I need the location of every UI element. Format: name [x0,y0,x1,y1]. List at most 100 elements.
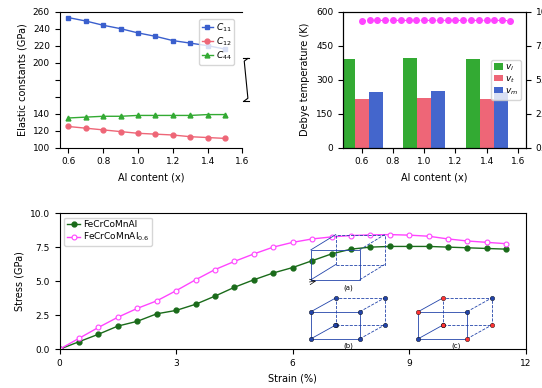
Point [467,17,475,24]
$C_{44}$ [187,113,193,118]
$C_{12}$ [100,128,106,132]
FeCrCoMnAl$_{0.6}$ [95,325,102,330]
Bar [494,92,508,148]
$C_{44}$ [65,116,72,120]
Line: FeCrCoMnAl: FeCrCoMnAl [57,244,509,352]
Line: $C_{44}$: $C_{44}$ [66,112,228,120]
Point [475,17,483,23]
FeCrCoMnAl$_{0.6}$ [134,306,140,311]
FeCrCoMnAl [250,277,257,282]
Bar [369,92,383,148]
Bar [354,99,369,148]
Bar [466,59,480,148]
FeCrCoMnAl$_{0.6}$ [250,251,257,256]
Line: $C_{12}$: $C_{12}$ [66,124,228,141]
$C_{11}$ [222,47,228,51]
FeCrCoMnAl [270,271,276,275]
FeCrCoMnAl$_{0.6}$ [425,234,432,239]
FeCrCoMnAl [95,332,102,336]
FeCrCoMnAl$_{0.6}$ [270,245,276,249]
FeCrCoMnAl [56,347,63,352]
FeCrCoMnAl [134,319,140,324]
$C_{44}$ [100,114,106,119]
$C_{11}$ [152,34,159,39]
FeCrCoMnAl [483,246,490,251]
FeCrCoMnAl$_{0.6}$ [328,235,335,239]
Point [451,17,460,24]
$C_{11}$ [187,41,193,45]
FeCrCoMnAl$_{0.6}$ [231,259,238,264]
$C_{11}$ [170,38,176,43]
Point [396,17,405,23]
Point [482,17,491,24]
X-axis label: Al content (x): Al content (x) [401,172,468,182]
FeCrCoMnAl$_{0.6}$ [406,233,412,237]
FeCrCoMnAl [445,245,451,249]
FeCrCoMnAl [406,244,412,249]
FeCrCoMnAl$_{0.6}$ [503,241,509,246]
$C_{44}$ [135,113,141,118]
Point [443,17,452,23]
FeCrCoMnAl$_{0.6}$ [56,347,63,352]
Point [389,17,397,24]
FeCrCoMnAl [386,244,393,249]
FeCrCoMnAl$_{0.6}$ [386,232,393,237]
Point [373,17,382,24]
FeCrCoMnAl [192,302,199,307]
$C_{11}$ [204,43,211,48]
FeCrCoMnAl$_{0.6}$ [348,233,354,238]
$C_{11}$ [65,15,72,20]
Line: $C_{11}$: $C_{11}$ [66,15,228,52]
$C_{44}$ [170,113,176,118]
FeCrCoMnAl$_{0.6}$ [483,240,490,245]
Legend: $C_{11}$, $C_{12}$, $C_{44}$: $C_{11}$, $C_{12}$, $C_{44}$ [199,19,234,64]
FeCrCoMnAl [328,251,335,256]
FeCrCoMnAl$_{0.6}$ [173,288,179,293]
Point [490,17,499,23]
Bar [417,98,431,148]
FeCrCoMnAl$_{0.6}$ [309,237,315,241]
Point [435,17,444,24]
FeCrCoMnAl$_{0.6}$ [445,237,451,241]
Point [357,18,366,24]
FeCrCoMnAl [153,312,160,316]
$C_{44}$ [117,114,124,119]
FeCrCoMnAl [503,247,509,251]
FeCrCoMnAl$_{0.6}$ [212,267,218,272]
FeCrCoMnAl [464,246,470,250]
$C_{12}$ [204,135,211,140]
FeCrCoMnAl [367,245,373,249]
Line: FeCrCoMnAl$_{0.6}$: FeCrCoMnAl$_{0.6}$ [57,232,509,352]
X-axis label: Al content (x): Al content (x) [118,172,184,182]
Y-axis label: Stress (GPa): Stress (GPa) [14,251,24,311]
FeCrCoMnAl$_{0.6}$ [464,239,470,243]
FeCrCoMnAl [114,324,121,328]
$C_{12}$ [170,133,176,137]
$C_{12}$ [152,132,159,137]
$C_{44}$ [82,115,89,120]
$C_{11}$ [117,26,124,31]
FeCrCoMnAl$_{0.6}$ [289,240,296,245]
Point [506,17,514,24]
Point [404,17,413,24]
Bar [403,58,417,148]
FeCrCoMnAl [425,244,432,249]
Point [459,17,468,23]
$C_{12}$ [135,131,141,136]
Point [381,17,390,23]
$C_{12}$ [82,126,89,130]
FeCrCoMnAl$_{0.6}$ [192,277,199,282]
$C_{11}$ [135,31,141,35]
Legend: $v_l$, $v_t$, $v_m$: $v_l$, $v_t$, $v_m$ [491,60,521,99]
Legend: FeCrCoMnAl, FeCrCoMnAl$_{0.6}$: FeCrCoMnAl, FeCrCoMnAl$_{0.6}$ [64,218,152,246]
$C_{12}$ [117,129,124,134]
FeCrCoMnAl [289,265,296,270]
Bar [480,99,494,148]
$C_{11}$ [100,23,106,28]
$C_{12}$ [222,136,228,141]
$C_{12}$ [65,124,72,129]
FeCrCoMnAl [173,308,179,313]
FeCrCoMnAl$_{0.6}$ [114,315,121,320]
Point [365,17,374,23]
Point [498,17,507,24]
